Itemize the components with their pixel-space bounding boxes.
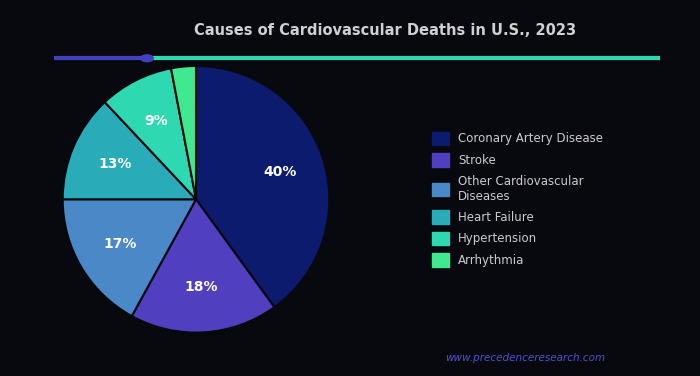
- Text: Causes of Cardiovascular Deaths in U.S., 2023: Causes of Cardiovascular Deaths in U.S.,…: [194, 23, 576, 38]
- Wedge shape: [196, 66, 329, 307]
- Wedge shape: [63, 199, 196, 316]
- Text: 9%: 9%: [144, 114, 168, 128]
- Legend: Coronary Artery Disease, Stroke, Other Cardiovascular
Diseases, Heart Failure, H: Coronary Artery Disease, Stroke, Other C…: [428, 127, 608, 271]
- Text: 17%: 17%: [104, 237, 137, 251]
- Wedge shape: [105, 68, 196, 199]
- Text: 18%: 18%: [185, 280, 218, 294]
- Wedge shape: [132, 199, 274, 333]
- Wedge shape: [171, 66, 196, 199]
- Wedge shape: [63, 102, 196, 199]
- Text: 40%: 40%: [263, 165, 296, 179]
- Text: www.precedenceresearch.com: www.precedenceresearch.com: [445, 353, 605, 363]
- Text: 13%: 13%: [99, 157, 132, 171]
